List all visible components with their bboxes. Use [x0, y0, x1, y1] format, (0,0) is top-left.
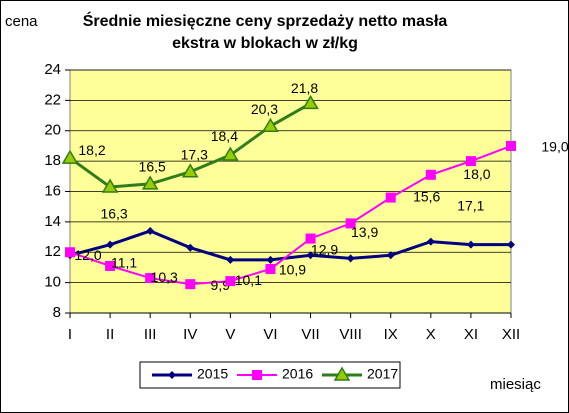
data-label: 10,9 — [279, 262, 306, 278]
data-label: 10,1 — [235, 272, 262, 288]
data-label: 17,3 — [181, 146, 208, 162]
marker — [302, 94, 319, 110]
marker — [426, 237, 435, 246]
data-label: 13,9 — [351, 224, 378, 240]
marker — [106, 240, 115, 249]
marker — [65, 247, 75, 258]
marker — [386, 251, 395, 260]
x-tick-label: VII — [301, 326, 319, 343]
data-label: 11,1 — [111, 255, 137, 271]
x-tick-label: VI — [263, 326, 277, 343]
x-axis-label: miesiąc — [490, 376, 541, 393]
data-label: 18,2 — [78, 142, 105, 158]
y-axis-label: cena — [5, 13, 38, 30]
data-label: 10,3 — [151, 269, 178, 285]
marker — [146, 226, 155, 235]
y-tick-label: 18 — [44, 152, 61, 169]
y-tick-label: 10 — [44, 274, 61, 291]
x-tick-label: VIII — [339, 326, 362, 343]
marker — [425, 169, 436, 180]
legend-marker — [333, 366, 351, 381]
marker — [262, 117, 279, 132]
x-tick-label: IX — [384, 326, 398, 343]
data-label: 19,0 — [541, 139, 568, 155]
data-label: 16,3 — [100, 206, 127, 222]
y-tick-label: 24 — [44, 61, 61, 78]
data-label: 20,3 — [251, 101, 278, 117]
marker — [465, 156, 476, 167]
data-label: 18,4 — [211, 128, 238, 144]
y-tick-label: 14 — [44, 213, 61, 230]
marker — [305, 233, 316, 244]
legend-label: 2017 — [367, 366, 398, 382]
marker — [265, 263, 276, 274]
marker — [385, 192, 396, 203]
x-tick-label: X — [426, 326, 436, 343]
chart-title: Średnie miesięczne ceny sprzedaży netto … — [83, 11, 448, 52]
data-label: 9,9 — [211, 277, 231, 293]
x-tick-label: V — [225, 326, 235, 343]
marker — [345, 218, 356, 229]
y-tick-label: 16 — [44, 182, 61, 199]
marker — [506, 140, 516, 151]
data-label: 12,9 — [311, 241, 338, 257]
y-tick-label: 8 — [53, 304, 61, 321]
legend-marker — [168, 371, 176, 379]
marker — [185, 279, 196, 290]
marker — [61, 149, 79, 164]
series-line — [69, 229, 511, 262]
marker — [346, 254, 355, 263]
legend-marker — [252, 370, 262, 380]
data-label: 15,6 — [413, 188, 440, 204]
marker — [101, 178, 119, 193]
marker — [105, 260, 116, 271]
marker — [141, 175, 159, 190]
series-line — [69, 145, 512, 286]
x-tick-label: III — [144, 326, 157, 343]
marker — [466, 240, 475, 249]
marker — [226, 255, 235, 264]
legend-label: 2016 — [282, 366, 313, 382]
x-tick-label: I — [68, 326, 72, 343]
marker — [145, 273, 156, 284]
data-label: 16,5 — [139, 159, 166, 175]
y-tick-label: 20 — [44, 122, 61, 139]
marker — [181, 163, 199, 178]
data-label: 12,0 — [74, 247, 101, 263]
y-tick-label: 22 — [44, 91, 61, 108]
y-tick-label: 12 — [44, 243, 61, 260]
marker — [306, 251, 315, 260]
marker — [225, 276, 236, 287]
x-tick-label: XI — [464, 326, 478, 343]
marker — [266, 255, 275, 264]
data-label: 21,8 — [291, 80, 318, 96]
marker — [186, 243, 195, 252]
marker — [507, 240, 515, 249]
marker — [222, 146, 239, 161]
legend-label: 2015 — [197, 366, 228, 382]
x-tick-label: IV — [183, 326, 197, 343]
data-label: 18,0 — [463, 166, 490, 182]
x-tick-label: II — [106, 326, 114, 343]
data-label: 17,1 — [457, 197, 484, 213]
x-tick-label: XII — [502, 326, 520, 343]
